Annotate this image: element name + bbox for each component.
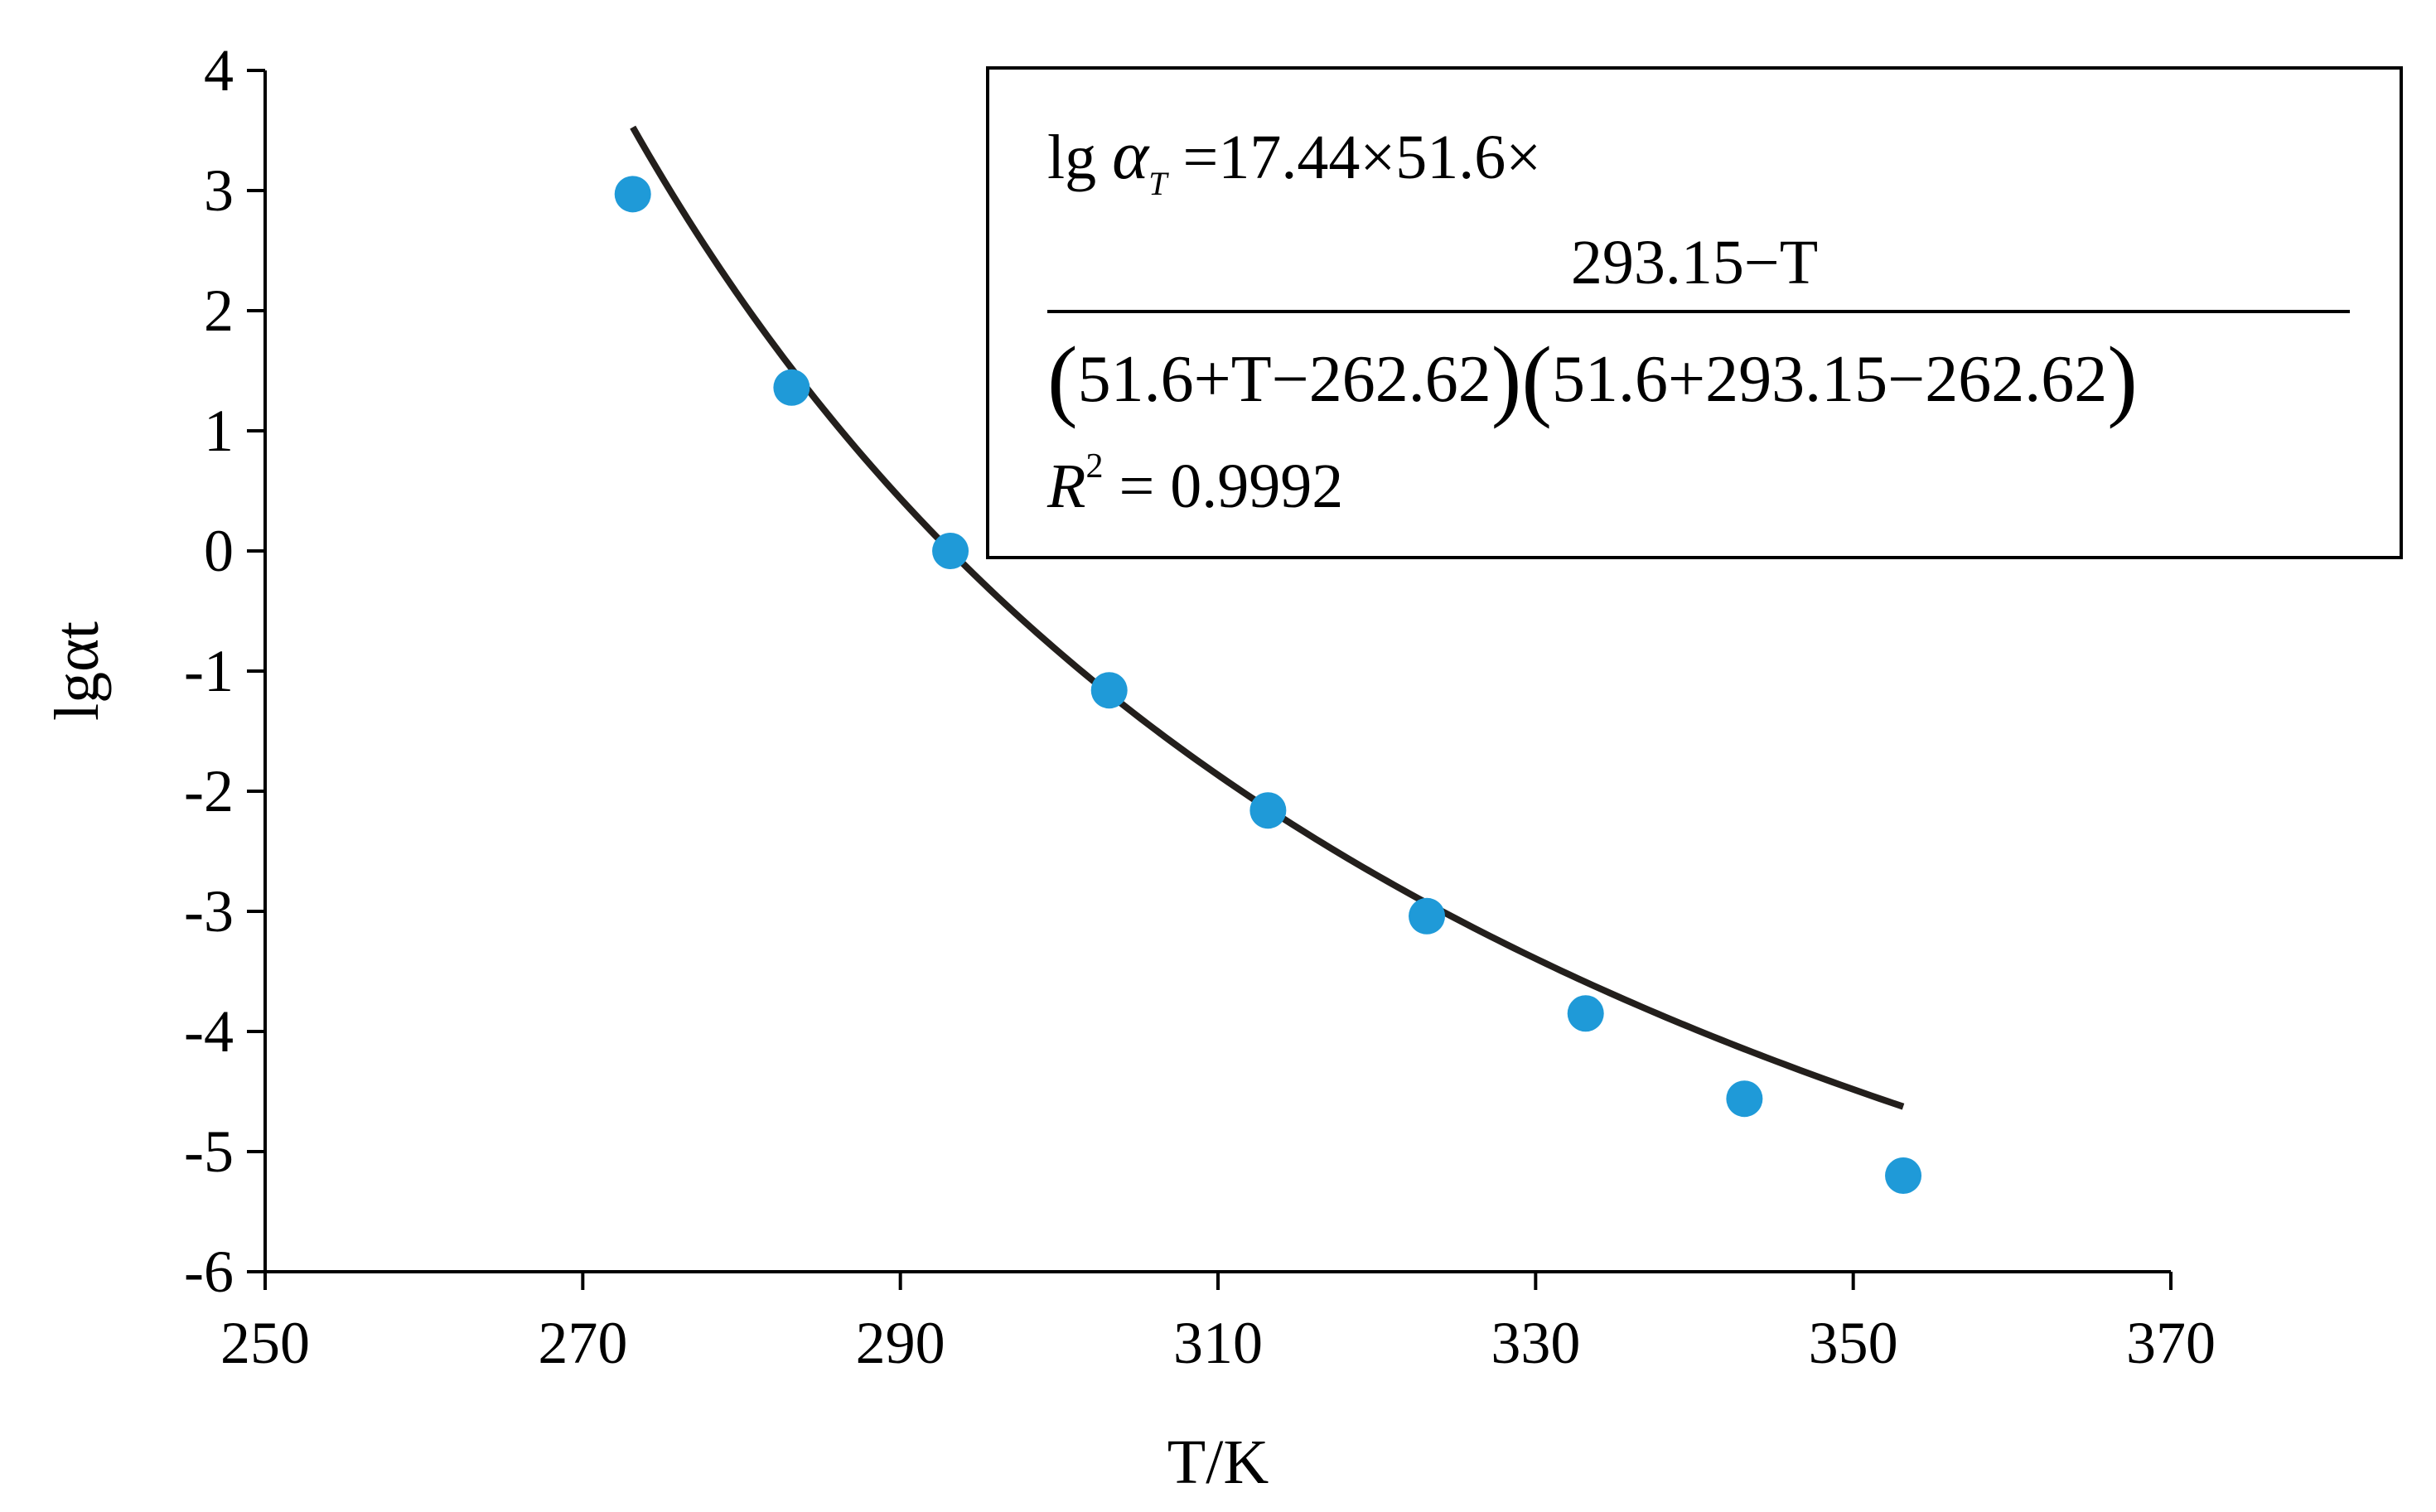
equation-denominator: (51.6+T−262.62)(51.6+293.15−262.62) (1047, 328, 2138, 429)
y-tick-label: 1 (204, 398, 234, 464)
r-squared-exponent: 2 (1085, 447, 1104, 485)
data-point (614, 176, 651, 213)
y-tick-label: -4 (184, 998, 234, 1065)
equation-r-squared: R2 = 0.9992 (1047, 447, 1343, 523)
r-squared-value: = 0.9992 (1119, 452, 1344, 521)
x-axis-title: T/K (1167, 1427, 1269, 1497)
equation-denominator-term-1: 51.6+T−262.62 (1077, 343, 1491, 416)
equation-alpha: α (1112, 117, 1149, 194)
equation-line-1: lg αT =17.44×51.6× (1047, 115, 1541, 203)
data-point (1567, 995, 1604, 1032)
data-point (1090, 672, 1128, 709)
y-tick-label: 0 (204, 518, 234, 584)
data-point (1885, 1157, 1922, 1194)
data-points (614, 176, 1922, 1194)
y-tick-label: 2 (204, 278, 234, 344)
equation-lhs: lg (1047, 123, 1097, 192)
y-tick-label: 4 (204, 37, 234, 104)
data-point (773, 369, 810, 406)
data-point (932, 533, 969, 569)
y-tick-label: 3 (204, 157, 234, 224)
data-point (1249, 792, 1287, 829)
x-tick-label: 350 (1809, 1310, 1898, 1376)
x-tick-label: 310 (1173, 1310, 1263, 1376)
x-tick-label: 270 (538, 1310, 627, 1376)
data-point (1409, 897, 1446, 935)
equation-fraction-bar (1047, 310, 2350, 313)
x-tick-label: 250 (220, 1310, 310, 1376)
y-tick-label: -2 (184, 758, 234, 824)
y-axis-title: lgαt (42, 621, 112, 721)
equation-numerator: 293.15−T (1570, 228, 1819, 297)
y-tick-label: -6 (184, 1239, 234, 1305)
y-tick-label: -3 (184, 878, 234, 944)
equation-denominator-term-2: 51.6+293.15−262.62 (1552, 343, 2108, 416)
equation-rhs: =17.44×51.6× (1182, 123, 1542, 192)
x-tick-label: 290 (856, 1310, 945, 1376)
y-tick-label: -1 (184, 638, 234, 704)
r-squared-label: R (1047, 452, 1086, 521)
x-tick-label: 330 (1491, 1310, 1580, 1376)
y-tick-label: -5 (184, 1118, 234, 1185)
equation-alpha-subscript: T (1148, 165, 1167, 202)
data-point (1726, 1080, 1763, 1118)
axes (247, 69, 2173, 1290)
equation-box: lg αT =17.44×51.6× 293.15−T (51.6+T−262.… (986, 66, 2403, 559)
x-tick-label: 370 (2126, 1310, 2216, 1376)
